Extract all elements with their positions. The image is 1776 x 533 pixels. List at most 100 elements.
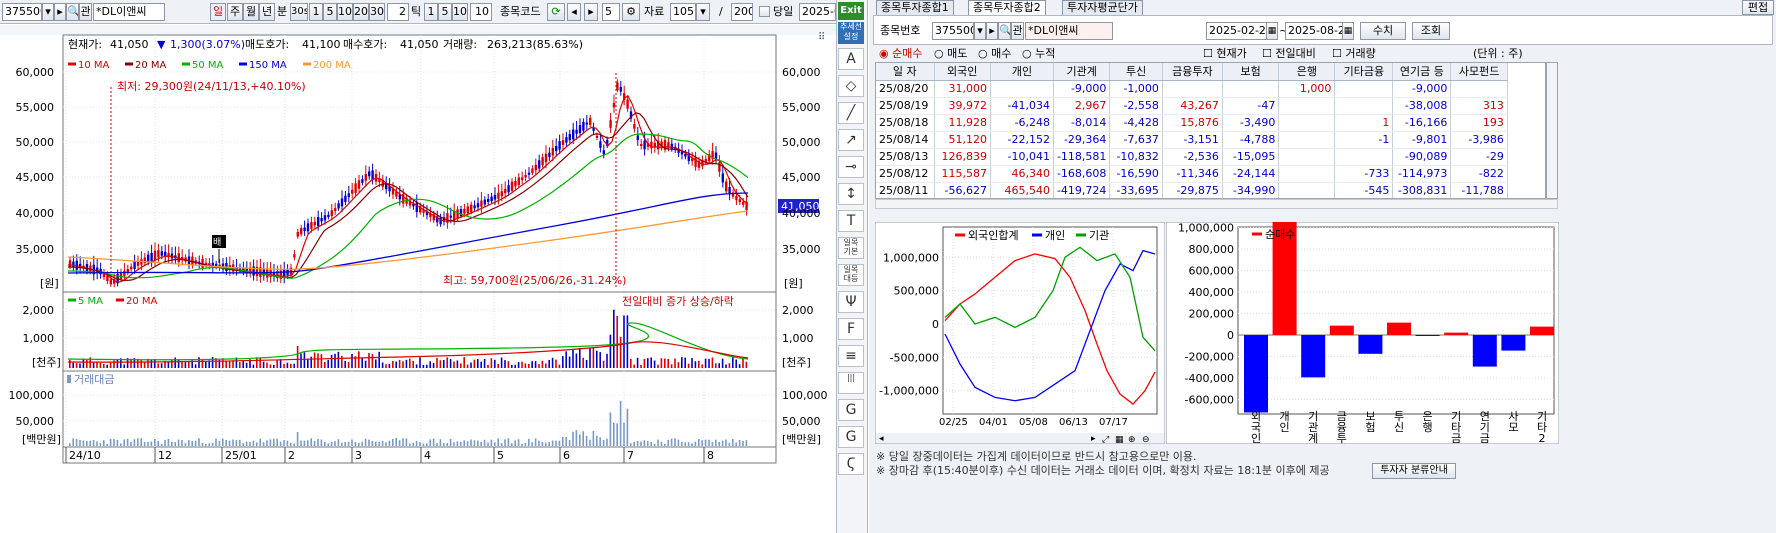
tab-investor-2[interactable]: 종목투자종합2 <box>968 0 1046 15</box>
table-header[interactable]: 연기금 등 <box>1392 63 1452 81</box>
tick-input[interactable]: 2 <box>387 3 409 21</box>
date-to-calendar-icon[interactable]: ▦ <box>1342 22 1354 40</box>
min-5[interactable]: 5 <box>323 3 337 21</box>
min-10[interactable]: 10 <box>337 3 353 21</box>
period-year[interactable]: 년 <box>259 3 275 21</box>
period-day[interactable]: 일 <box>210 3 226 21</box>
data-count-input[interactable]: 1051 <box>670 3 696 21</box>
right-next-button[interactable]: ▸ <box>986 22 998 40</box>
drawing-tool-icon[interactable]: T <box>838 210 864 232</box>
refresh-icon[interactable]: ⟳ <box>547 3 565 21</box>
min-1[interactable]: 1 <box>309 3 323 21</box>
tick-10[interactable]: 10 <box>452 3 468 21</box>
prev-button[interactable]: ◂ <box>567 3 581 21</box>
tick-5[interactable]: 5 <box>438 3 452 21</box>
expand-icon[interactable]: ⤢ <box>1101 435 1109 444</box>
radio-option[interactable]: ○ 매도 <box>934 47 968 60</box>
table-row[interactable]: 25/08/18 11,928 -6,248 -8,014 -4,428 15,876 -3… <box>876 114 1508 132</box>
search-icon[interactable]: 🔍 <box>66 3 79 21</box>
next-stock-button[interactable]: ▸ <box>54 3 66 21</box>
table-header[interactable]: 투신 <box>1109 63 1163 81</box>
tick-number-input[interactable]: 10 <box>470 3 492 21</box>
period-week[interactable]: 주 <box>227 3 243 21</box>
drawing-tool-icon[interactable]: G <box>838 426 864 448</box>
line-scroll-right[interactable]: ▸ <box>1091 434 1096 444</box>
stock-chart[interactable]: ⠿ 현재가: 41,050 ▼ 1,300(3.07%) 매도호가: 41,10… <box>0 25 836 533</box>
scroll-icon[interactable]: ⠿ <box>818 32 825 43</box>
query-button[interactable]: 조회 <box>1412 22 1450 40</box>
stock-code-input[interactable]: 375500 <box>2 3 42 21</box>
date-from-calendar-icon[interactable]: ▦ <box>1266 22 1278 40</box>
drawing-tool-icon[interactable]: F <box>838 318 864 340</box>
table-row[interactable]: 25/08/11 -56,627 465,540 -419,724 -33,695 -29… <box>876 182 1508 198</box>
tab-average-price[interactable]: 투자자평균단가 <box>1062 0 1143 15</box>
radio-option[interactable]: ○ 매수 <box>978 47 1012 60</box>
check-option[interactable]: ☐ 전일대비 <box>1262 47 1316 60</box>
table-scrollbar[interactable] <box>1546 62 1558 199</box>
trend-setting-button[interactable]: 추세선 설정 <box>838 22 864 44</box>
drawing-tool-icon[interactable]: ↕ <box>838 183 864 205</box>
table-header[interactable]: 사모펀드 <box>1450 63 1508 81</box>
table-header[interactable]: 외국인 <box>934 63 991 81</box>
related-button[interactable]: 관 <box>79 3 92 21</box>
table-header[interactable]: 은행 <box>1278 63 1336 81</box>
drawing-tool-icon[interactable]: ⊸ <box>838 156 864 178</box>
table-row[interactable]: 25/08/14 51,120 -22,152 -29,364 -7,637 -3,151… <box>876 131 1508 149</box>
data-dropdown[interactable]: ▾ <box>696 3 710 21</box>
table-row[interactable]: 25/08/20 31,000 -9,000 -1,000 1,000 -9,000 <box>876 80 1508 98</box>
line-scroll-left[interactable]: ◂ <box>879 434 884 444</box>
zoom-in-icon[interactable]: ⊕ <box>1128 435 1136 444</box>
drawing-tool-icon[interactable]: 일목 기본 <box>838 237 864 259</box>
bae-marker[interactable] <box>212 235 226 248</box>
table-row[interactable]: 25/08/12 115,587 46,340 -168,608 -16,590 -11,… <box>876 165 1508 183</box>
min-20[interactable]: 20 <box>353 3 369 21</box>
today-checkbox[interactable] <box>759 6 770 17</box>
right-code-input[interactable]: 375500 <box>932 22 974 40</box>
period-month[interactable]: 월 <box>243 3 259 21</box>
table-header[interactable]: 보험 <box>1222 63 1280 81</box>
code-dropdown-button[interactable]: ▾ <box>42 3 54 21</box>
table-row[interactable]: 25/08/19 39,972 -41,034 2,967 -2,558 43,267 -4… <box>876 97 1508 115</box>
tab-investor-1[interactable]: 종목투자종합1 <box>876 0 954 15</box>
zoom-out-icon[interactable]: ⊖ <box>1142 435 1150 444</box>
drawing-tool-icon[interactable]: ↗ <box>838 129 864 151</box>
edit-button[interactable]: 편접 <box>1742 0 1774 15</box>
drawing-tool-icon[interactable]: Ϛ <box>838 453 864 475</box>
check-option[interactable]: ☐ 거래량 <box>1332 47 1376 60</box>
drawing-tool-icon[interactable]: ≡ <box>838 345 864 367</box>
table-header[interactable]: 금융투자 <box>1162 63 1223 81</box>
radio-option[interactable]: ○ 누적 <box>1022 47 1056 60</box>
right-related-button[interactable]: 관 <box>1011 22 1024 40</box>
date-to-input[interactable]: 2025-08-20 <box>1285 22 1343 40</box>
drawing-tool-icon[interactable]: ||| <box>838 372 864 394</box>
tick-1[interactable]: 1 <box>424 3 438 21</box>
next-button[interactable]: ▸ <box>584 3 598 21</box>
chart-icon[interactable]: ▦ <box>1115 435 1124 444</box>
drawing-tool-icon[interactable]: 일목 대등 <box>838 264 864 286</box>
exit-button[interactable]: Exit <box>838 2 864 20</box>
table-hscroll[interactable] <box>875 199 1558 209</box>
check-option[interactable]: ☐ 현재가 <box>1203 47 1247 60</box>
drawing-tool-icon[interactable]: ◇ <box>838 75 864 97</box>
table-header[interactable]: 기타금융 <box>1334 63 1394 81</box>
investor-class-button[interactable]: 투자자 분류안내 <box>1372 463 1456 479</box>
value-button[interactable]: 수치 <box>1360 22 1406 40</box>
step-input[interactable]: 5 <box>602 3 620 21</box>
table-header[interactable]: 일 자 <box>876 63 935 81</box>
table-header[interactable]: 기관계 <box>1053 63 1111 81</box>
drawing-tool-icon[interactable]: Ψ <box>838 291 864 313</box>
drawing-tool-icon[interactable]: A <box>838 48 864 70</box>
table-header[interactable]: 개인 <box>990 63 1054 81</box>
date-from-input[interactable]: 2025-02-25 <box>1206 22 1268 40</box>
total-input[interactable]: 200 <box>731 3 753 21</box>
min-30[interactable]: 30 <box>369 3 385 21</box>
table-row[interactable]: 25/08/13 126,839 -10,041 -118,581 -10,832 -2,… <box>876 148 1508 166</box>
radio-option[interactable]: ◉ 순매수 <box>879 47 923 60</box>
settings-icon[interactable]: ⚙ <box>622 3 640 21</box>
right-search-icon[interactable]: 🔍 <box>998 22 1011 40</box>
period-minute[interactable]: 분 <box>277 5 288 18</box>
drawing-tool-icon[interactable]: ╱ <box>838 102 864 124</box>
drawing-tool-icon[interactable]: G <box>838 399 864 421</box>
minute-select[interactable]: 30s <box>290 3 308 21</box>
right-code-dropdown[interactable]: ▾ <box>974 22 986 40</box>
